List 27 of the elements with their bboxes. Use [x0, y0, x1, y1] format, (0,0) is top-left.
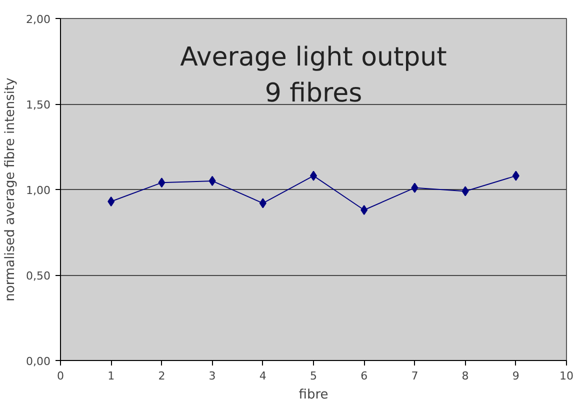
point — [259, 198, 266, 208]
x-tick-label: 0 — [57, 370, 64, 382]
x-tick-label: 6 — [360, 370, 368, 382]
x-tick-label: 2 — [158, 370, 166, 382]
x-tick-label: 1 — [108, 370, 115, 382]
x-tick-label: 7 — [411, 370, 418, 382]
x-tick-label: 4 — [259, 370, 266, 382]
point — [462, 186, 469, 196]
y-tick-label: 1,00 — [26, 184, 51, 197]
x-tick-label: 8 — [462, 370, 469, 382]
point — [208, 176, 216, 186]
y-tick-label: 0,50 — [26, 270, 51, 282]
x-tick-label: 3 — [208, 370, 216, 382]
point — [360, 205, 368, 216]
x-tick-label: 9 — [512, 370, 520, 382]
point — [411, 182, 418, 193]
y-tick-label: 1,50 — [26, 98, 51, 112]
point — [108, 196, 115, 206]
x-axis-title: fibre — [298, 388, 328, 402]
x-tick-label: 5 — [310, 370, 317, 382]
y-tick-label: 2,00 — [26, 13, 51, 26]
y-axis-title: normalised average fibre intensity — [3, 77, 18, 302]
x-tick-label: 10 — [560, 370, 574, 382]
y-tick-label: 0,00 — [26, 355, 51, 368]
text: Average light output 9 fibres — [180, 42, 447, 108]
point — [158, 178, 166, 188]
point — [512, 170, 520, 181]
